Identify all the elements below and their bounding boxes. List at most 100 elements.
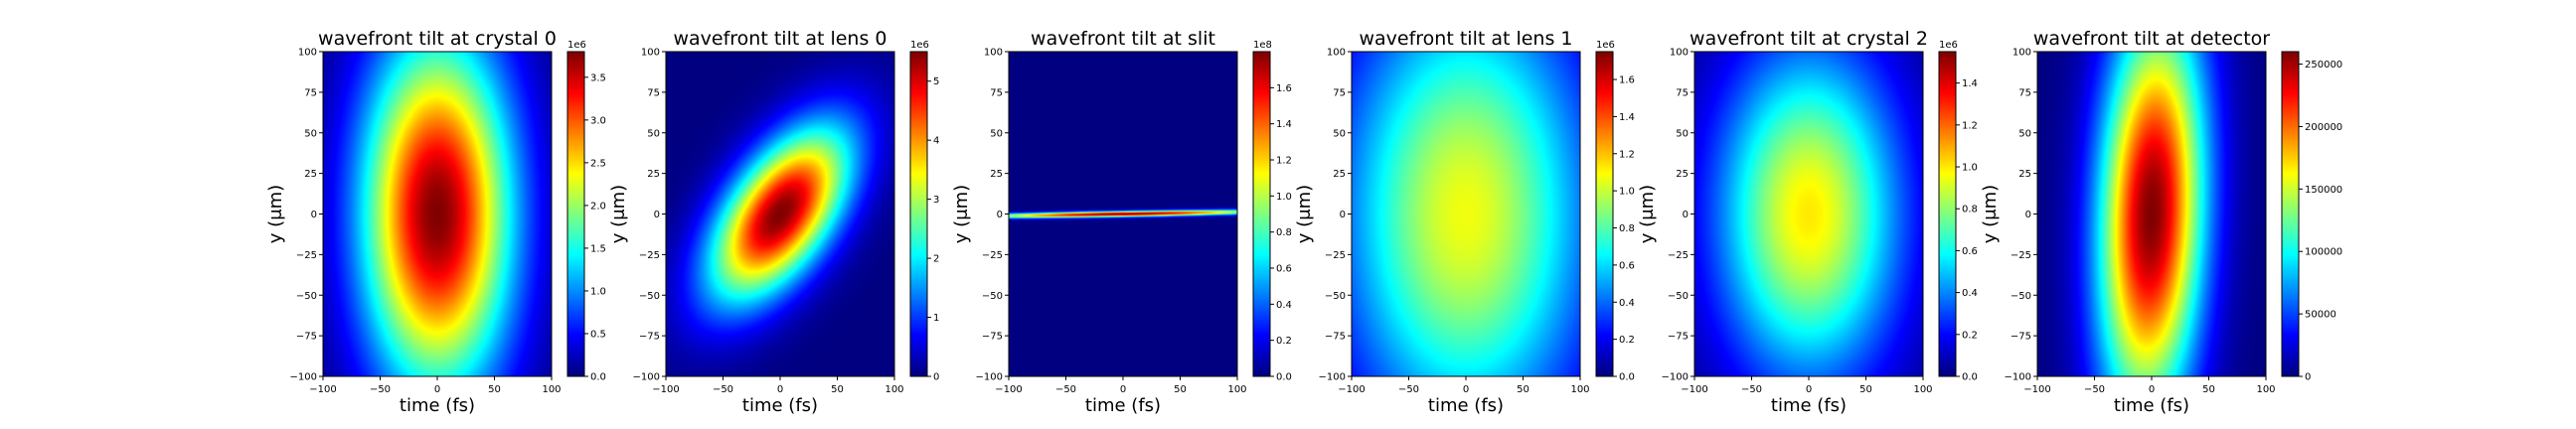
colorbar-tick-label: 0.0 xyxy=(1276,372,1292,383)
colorbar-tick-label: 0 xyxy=(933,372,939,383)
x-axis-label: time (fs) xyxy=(1428,395,1504,416)
colorbar-tick-label: 1.2 xyxy=(1276,156,1292,167)
x-axis-label: time (fs) xyxy=(742,395,818,416)
y-tick-label: −100 xyxy=(2005,372,2031,383)
y-tick-label: 75 xyxy=(647,87,660,98)
y-tick-label: 50 xyxy=(990,128,1003,139)
y-tick-label: 50 xyxy=(1676,128,1689,139)
colorbar-tick-label: 250000 xyxy=(2305,60,2342,71)
y-tick-label: 75 xyxy=(2018,87,2031,98)
y-tick-label: 25 xyxy=(1333,169,1346,180)
x-tick-label: 100 xyxy=(542,384,561,395)
x-axis-label: time (fs) xyxy=(400,395,475,416)
y-tick-label: −25 xyxy=(982,250,1003,261)
y-tick-label: 0 xyxy=(1340,210,1346,220)
chart-title: wavefront tilt at crystal 2 xyxy=(1690,28,1928,50)
colorbar-tick-label: 1.2 xyxy=(1962,120,1978,131)
x-tick-label: −50 xyxy=(1055,384,1076,395)
colorbar-tick-label: 0.6 xyxy=(1962,246,1978,257)
x-tick-label: 0 xyxy=(1463,384,1469,395)
x-tick-label: −100 xyxy=(1681,384,1707,395)
colorbar-tick-label: 1.2 xyxy=(1619,149,1635,160)
y-tick-label: −50 xyxy=(2011,291,2031,302)
y-tick-label: 25 xyxy=(647,169,660,180)
colorbar-tick-label: 1.0 xyxy=(1962,163,1978,174)
chart-panel-5: −100 −50 0 50 100−100−75−50−250255075100wave… xyxy=(1980,28,2342,416)
y-tick-label: 75 xyxy=(304,87,317,98)
x-tick-label: 50 xyxy=(2202,384,2215,395)
y-tick-label: −25 xyxy=(1668,250,1689,261)
y-tick-label: 50 xyxy=(1333,128,1346,139)
y-axis-label: y (μm) xyxy=(1637,185,1658,243)
colorbar-tick-label: 100000 xyxy=(2305,247,2342,258)
colorbar xyxy=(1253,52,1270,376)
chart-panel-0: −100 −50 0 50 100−100−75−50−250255075100wave… xyxy=(265,28,606,416)
y-tick-label: 100 xyxy=(984,48,1003,59)
y-tick-label: 25 xyxy=(2018,169,2031,180)
y-tick-label: 0 xyxy=(311,210,317,220)
heatmap-image xyxy=(1352,52,1580,376)
colorbar xyxy=(910,52,927,376)
x-tick-label: 100 xyxy=(1570,384,1589,395)
y-tick-label: −75 xyxy=(296,332,317,343)
chart-panel-4: −100 −50 0 50 100−100−75−50−250255075100wave… xyxy=(1637,28,1978,416)
y-tick-label: −25 xyxy=(639,250,660,261)
colorbar-tick-label: 0.4 xyxy=(1619,298,1635,309)
colorbar-tick-label: 0.6 xyxy=(1276,264,1292,275)
y-tick-label: 100 xyxy=(1327,48,1346,59)
colorbar-tick-label: 2.0 xyxy=(590,201,606,212)
y-tick-label: 0 xyxy=(654,210,660,220)
heatmap-image xyxy=(666,52,894,376)
x-tick-label: −100 xyxy=(2023,384,2050,395)
colorbar-tick-label: 0.0 xyxy=(1962,372,1978,383)
colorbar-tick-label: 1.4 xyxy=(1962,78,1978,89)
colorbar-tick-label: 0.4 xyxy=(1276,300,1292,311)
y-tick-label: −100 xyxy=(1319,372,1346,383)
x-tick-label: 0 xyxy=(434,384,440,395)
x-tick-label: 50 xyxy=(1517,384,1530,395)
x-tick-label: −50 xyxy=(713,384,733,395)
colorbar xyxy=(567,52,584,376)
colorbar-tick-label: 1.4 xyxy=(1276,119,1292,130)
colorbar-tick-label: 1.5 xyxy=(590,243,606,254)
y-tick-label: 75 xyxy=(990,87,1003,98)
colorbar-tick-label: 3.0 xyxy=(590,115,606,126)
y-tick-label: 100 xyxy=(298,48,317,59)
colorbar-tick-label: 1.0 xyxy=(1619,187,1635,198)
colorbar-tick-label: 0.2 xyxy=(1276,336,1292,347)
x-tick-label: −100 xyxy=(309,384,336,395)
y-tick-label: −50 xyxy=(982,291,1003,302)
colorbar-tick-label: 2 xyxy=(933,254,939,265)
x-tick-label: 50 xyxy=(488,384,501,395)
colorbar-tick-label: 5 xyxy=(933,76,939,87)
y-tick-label: 0 xyxy=(997,210,1003,220)
y-tick-label: −100 xyxy=(1662,372,1689,383)
heatmap-image xyxy=(2037,52,2266,376)
x-axis-label: time (fs) xyxy=(1085,395,1161,416)
colorbar-offset-label: 1e6 xyxy=(1939,40,1958,51)
colorbar-tick-label: 1 xyxy=(933,313,939,324)
x-tick-label: 0 xyxy=(1806,384,1812,395)
x-axis-label: time (fs) xyxy=(1771,395,1847,416)
heatmap-image xyxy=(323,52,552,376)
colorbar-tick-label: 3 xyxy=(933,195,939,206)
y-tick-label: −100 xyxy=(290,372,317,383)
colorbar-tick-label: 50000 xyxy=(2305,310,2336,321)
x-tick-label: −50 xyxy=(1741,384,1762,395)
x-tick-label: −100 xyxy=(1338,384,1365,395)
colorbar xyxy=(1939,52,1956,376)
x-tick-label: 0 xyxy=(2149,384,2155,395)
x-tick-label: −100 xyxy=(652,384,679,395)
chart-title: wavefront tilt at slit xyxy=(1031,28,1215,50)
x-tick-label: 100 xyxy=(1227,384,1246,395)
colorbar-tick-label: 1.6 xyxy=(1276,83,1292,94)
colorbar-tick-label: 1.6 xyxy=(1619,75,1635,86)
colorbar-frame xyxy=(1252,51,1271,377)
y-tick-label: 100 xyxy=(2012,48,2031,59)
y-tick-label: −25 xyxy=(1325,250,1346,261)
x-axis-label: time (fs) xyxy=(2114,395,2189,416)
colorbar-tick-label: 0.8 xyxy=(1276,227,1292,238)
x-tick-label: 100 xyxy=(1913,384,1932,395)
heatmap-image xyxy=(1009,52,1237,376)
